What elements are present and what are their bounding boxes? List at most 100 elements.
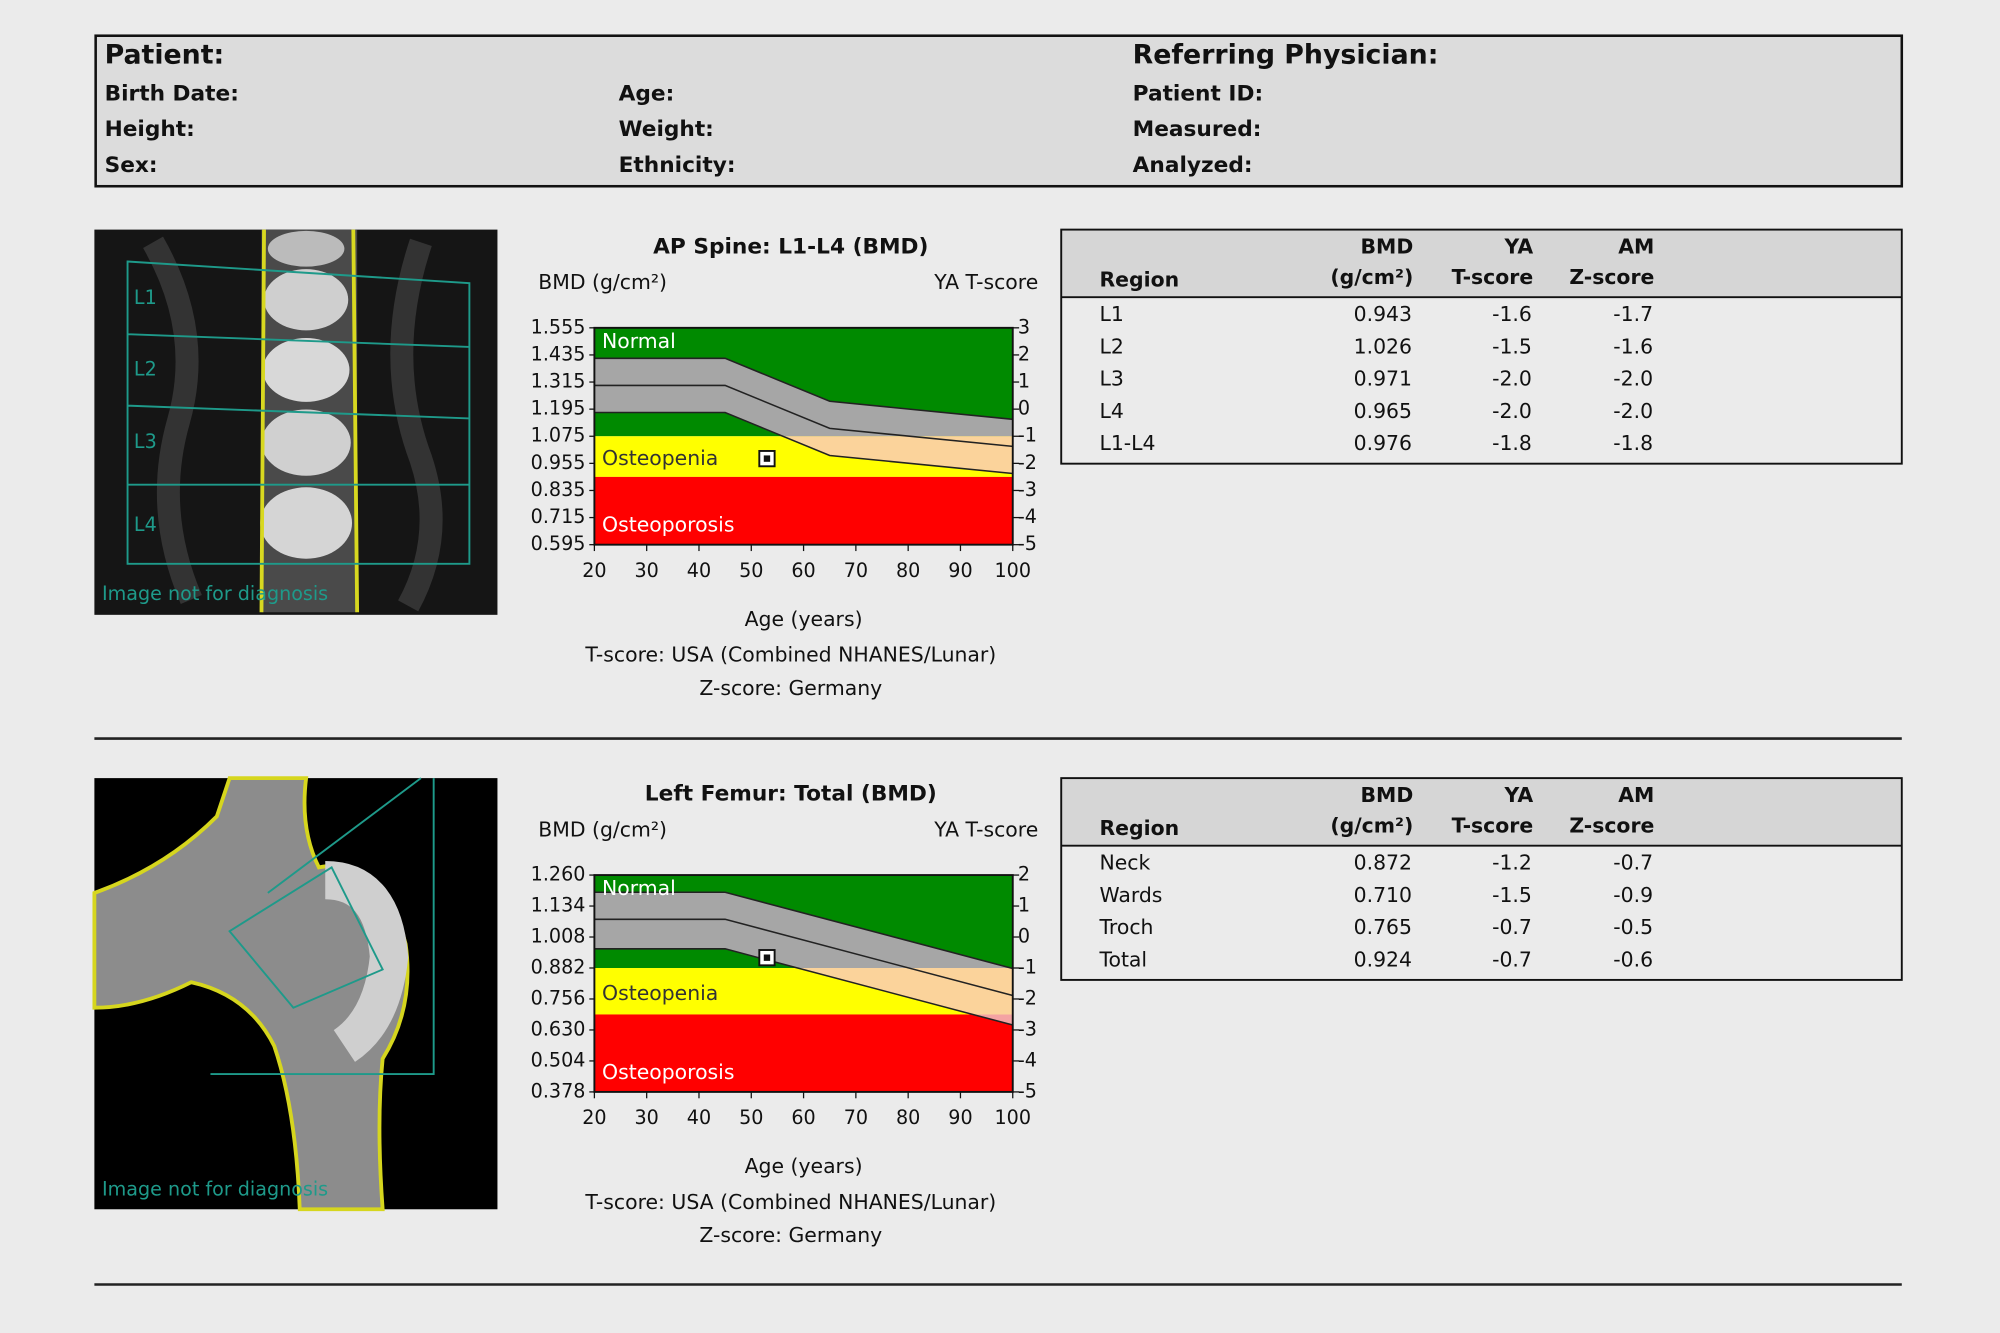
column-header: (g/cm²)	[1330, 265, 1413, 289]
y-tick-label: 1.435	[531, 342, 586, 365]
zone-label: Osteopenia	[602, 446, 718, 470]
x-axis-label: Age (years)	[745, 607, 863, 631]
table-cell: Neck	[1099, 851, 1150, 875]
x-tick-label: 80	[896, 1106, 920, 1129]
y-tick-label: 1.195	[531, 397, 586, 420]
region-label: L4	[134, 513, 157, 536]
y2-tick-label: 0	[1018, 397, 1030, 420]
table-cell: 0.971	[1354, 367, 1412, 391]
reference-band	[797, 967, 1013, 1015]
table-border	[1060, 777, 1903, 981]
column-header: T-score	[1452, 814, 1533, 838]
zone-label: Osteoporosis	[602, 513, 734, 537]
table-cell: -1.6	[1492, 302, 1532, 326]
y-axis-label: BMD (g/cm²)	[538, 817, 667, 841]
chart-note: Z-score: Germany	[699, 1223, 882, 1247]
column-header: BMD	[1361, 783, 1414, 807]
header-box	[94, 34, 1904, 188]
table-cell: Wards	[1099, 883, 1162, 907]
x-axis-label: Age (years)	[745, 1154, 863, 1178]
x-tick-label: 40	[687, 1106, 711, 1129]
reference-line	[594, 948, 1013, 1026]
y2-tick-label: 2	[1018, 863, 1030, 886]
reference-band	[782, 436, 1013, 474]
zone-label: Normal	[602, 876, 676, 900]
table-cell: -0.9	[1613, 883, 1653, 907]
table-cell: 0.943	[1354, 302, 1412, 326]
x-tick-label: 20	[582, 559, 606, 582]
y2-tick-label: 1	[1018, 370, 1030, 393]
table-cell: L1	[1099, 302, 1123, 326]
column-header: AM	[1618, 234, 1654, 258]
x-tick-label: 50	[739, 559, 763, 582]
field-label: Birth Date:	[105, 81, 239, 106]
table-cell: -2.0	[1492, 399, 1532, 423]
table-cell: -0.6	[1613, 947, 1653, 971]
y2-tick-label: -5	[1018, 532, 1037, 555]
table-cell: Troch	[1098, 915, 1153, 939]
y-tick-label: 1.075	[531, 424, 586, 447]
column-header: YA	[1504, 234, 1534, 258]
x-tick-label: 90	[948, 559, 972, 582]
table-cell: -1.8	[1492, 431, 1532, 455]
x-tick-label: 70	[844, 1106, 868, 1129]
x-tick-label: 40	[687, 559, 711, 582]
table-border	[1060, 228, 1903, 465]
field-label: Patient ID:	[1133, 81, 1263, 106]
table-cell: -0.5	[1613, 915, 1653, 939]
table-header-bg	[1061, 778, 1902, 846]
table-cell: L3	[1099, 367, 1123, 391]
field-label: Sex:	[105, 153, 158, 178]
x-tick-label: 30	[635, 559, 659, 582]
table-cell: Total	[1098, 947, 1147, 971]
table-cell: L2	[1099, 334, 1123, 358]
reference-band	[594, 358, 1013, 437]
y-tick-label: 0.835	[531, 478, 586, 501]
region-label: L1	[134, 286, 157, 309]
column-header: BMD	[1361, 234, 1414, 258]
y-axis-label: BMD (g/cm²)	[538, 270, 667, 294]
table-cell: -1.6	[1613, 334, 1653, 358]
chart-note: T-score: USA (Combined NHANES/Lunar)	[584, 1190, 996, 1214]
column-header: Region	[1099, 268, 1179, 292]
y-tick-label: 0.630	[531, 1017, 586, 1040]
field-label: Age:	[619, 81, 675, 106]
x-tick-label: 100	[994, 1106, 1031, 1129]
column-header: AM	[1618, 783, 1654, 807]
chart-note: Z-score: Germany	[699, 676, 882, 700]
reference-band	[594, 892, 1011, 968]
column-header: Z-score	[1569, 814, 1654, 838]
x-tick-label: 80	[896, 559, 920, 582]
y2-tick-label: -4	[1018, 1048, 1037, 1071]
y2-tick-label: -4	[1018, 505, 1037, 528]
table-cell: 0.965	[1354, 399, 1412, 423]
table-cell: -2.0	[1613, 367, 1653, 391]
y2-tick-label: 0	[1018, 925, 1030, 948]
y2-tick-label: -1	[1018, 955, 1037, 978]
reference-line	[594, 411, 1013, 475]
y-tick-label: 0.595	[531, 532, 586, 555]
zone	[594, 1014, 1013, 1092]
column-header: Z-score	[1569, 265, 1654, 289]
table-cell: -1.2	[1492, 851, 1532, 875]
y-tick-label: 1.008	[531, 925, 586, 948]
field-label: Analyzed:	[1133, 153, 1253, 178]
y-tick-label: 1.315	[531, 370, 586, 393]
x-tick-label: 50	[739, 1106, 763, 1129]
y-tick-label: 0.882	[531, 955, 586, 978]
image-caption: Image not for diagnosis	[102, 1178, 328, 1201]
y-tick-label: 0.756	[531, 986, 586, 1009]
y-tick-label: 0.378	[531, 1079, 586, 1102]
y-tick-label: 1.555	[531, 315, 586, 338]
y-tick-label: 1.260	[531, 863, 586, 886]
table-cell: 0.872	[1354, 851, 1412, 875]
field-label: Weight:	[619, 117, 714, 142]
table-cell: -0.7	[1613, 851, 1653, 875]
chart-title: Left Femur: Total (BMD)	[645, 782, 937, 807]
y2-tick-label: -3	[1018, 478, 1037, 501]
table-cell: 1.026	[1354, 334, 1412, 358]
patient-marker-dot	[763, 455, 771, 462]
column-header: (g/cm²)	[1330, 814, 1413, 838]
table-cell: 0.710	[1354, 883, 1412, 907]
